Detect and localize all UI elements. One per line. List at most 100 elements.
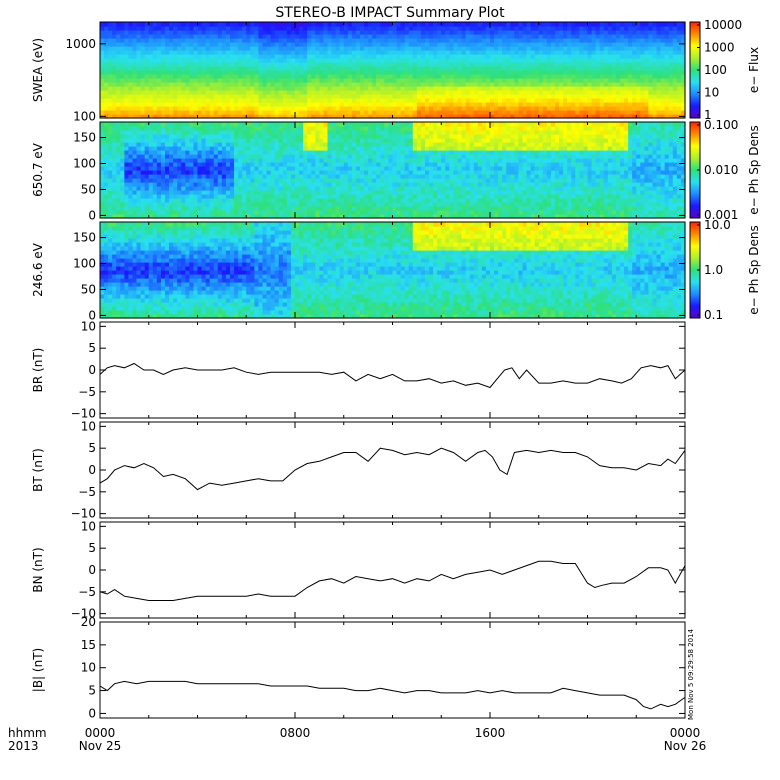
heatmap-cell <box>290 150 296 155</box>
heatmap-cell <box>347 46 353 51</box>
heatmap-cell <box>368 26 373 31</box>
heatmap-cell <box>136 150 142 155</box>
heatmap-cell <box>372 82 377 87</box>
heatmap-cell <box>156 194 162 199</box>
heatmap-cell <box>189 66 195 71</box>
heatmap-cell <box>258 214 264 219</box>
heatmap-cell <box>656 110 662 115</box>
heatmap-cell <box>181 38 186 43</box>
heatmap-cell <box>303 178 308 183</box>
heatmap-cell <box>518 66 524 71</box>
heatmap-cell <box>343 42 349 47</box>
heatmap-cell <box>286 106 292 111</box>
heatmap-cell <box>193 102 199 107</box>
heatmap-cell <box>355 34 361 39</box>
heatmap-cell <box>238 54 243 59</box>
heatmap-cell <box>542 102 548 107</box>
heatmap-cell <box>254 34 260 39</box>
heatmap-cell <box>266 98 272 103</box>
heatmap-cell <box>632 62 637 67</box>
heatmap-cell <box>380 54 385 59</box>
heatmap-cell <box>148 90 154 95</box>
heatmap-cell <box>144 154 150 159</box>
heatmap-cell <box>217 186 223 191</box>
heatmap-cell <box>555 30 560 35</box>
heatmap-cell <box>258 206 264 211</box>
heatmap-cell <box>477 102 483 107</box>
heatmap-cell <box>559 110 564 115</box>
heatmap-cell <box>140 122 146 127</box>
heatmap-cell <box>144 150 150 155</box>
heatmap-cell <box>364 106 369 111</box>
heatmap-cell <box>132 178 138 183</box>
heatmap-cell <box>351 166 357 171</box>
heatmap-cell <box>181 210 186 215</box>
heatmap-cell <box>636 66 641 71</box>
heatmap-cell <box>160 198 166 203</box>
heatmap-cell <box>120 158 125 163</box>
heatmap-cell <box>124 122 130 127</box>
heatmap-cell <box>225 82 231 87</box>
heatmap-cell <box>550 34 556 39</box>
heatmap-cell <box>672 46 678 51</box>
heatmap-cell <box>100 158 105 163</box>
heatmap-cell <box>230 206 235 211</box>
heatmap-cell <box>250 126 255 131</box>
heatmap-cell <box>160 158 166 163</box>
heatmap-cell <box>286 154 292 159</box>
heatmap-cell <box>193 78 199 83</box>
heatmap-cell <box>181 34 186 39</box>
heatmap-cell <box>514 90 520 95</box>
heatmap-cell <box>217 58 223 63</box>
heatmap-cell <box>286 42 292 47</box>
heatmap-cell <box>152 98 158 103</box>
heatmap-cell <box>388 102 394 107</box>
heatmap-cell <box>404 42 410 47</box>
heatmap-cell <box>676 54 682 59</box>
heatmap-cell <box>404 50 410 55</box>
heatmap-cell <box>437 106 442 111</box>
heatmap-cell <box>672 102 678 107</box>
heatmap-cell <box>315 30 320 35</box>
heatmap-cell <box>522 86 528 91</box>
heatmap-cell <box>546 94 552 99</box>
heatmap-cell <box>128 106 134 111</box>
heatmap-cell <box>299 50 304 55</box>
heatmap-cell <box>238 30 243 35</box>
heatmap-cell <box>217 126 223 131</box>
heatmap-cell <box>185 154 190 159</box>
heatmap-cell <box>303 46 308 51</box>
heatmap-cell <box>384 86 390 91</box>
heatmap-cell <box>160 182 166 187</box>
heatmap-cell <box>185 78 190 83</box>
heatmap-cell <box>185 158 190 163</box>
heatmap-cell <box>189 110 195 115</box>
heatmap-cell <box>473 34 479 39</box>
heatmap-cell <box>412 30 418 35</box>
heatmap-cell <box>177 158 182 163</box>
heatmap-cell <box>514 50 520 55</box>
heatmap-cell <box>209 86 215 91</box>
heatmap-cell <box>217 146 223 151</box>
heatmap-cell <box>120 70 125 75</box>
heatmap-cell <box>494 58 499 63</box>
heatmap-cell <box>197 174 203 179</box>
heatmap-cell <box>672 110 678 115</box>
heatmap-cell <box>388 70 394 75</box>
heatmap-cell <box>132 166 138 171</box>
heatmap-cell <box>433 90 438 95</box>
heatmap-cell <box>120 178 125 183</box>
heatmap-cell <box>433 62 438 67</box>
heatmap-cell <box>173 66 178 71</box>
heatmap-cell <box>335 86 341 91</box>
heatmap-cell <box>559 102 564 107</box>
heatmap-cell <box>550 46 556 51</box>
heatmap-cell <box>339 190 345 195</box>
heatmap-cell <box>518 34 524 39</box>
heatmap-cell <box>295 34 300 39</box>
heatmap-cell <box>177 110 182 115</box>
heatmap-cell <box>201 22 207 27</box>
heatmap-cell <box>461 22 467 27</box>
heatmap-cell <box>335 90 341 95</box>
heatmap-cell <box>542 30 548 35</box>
